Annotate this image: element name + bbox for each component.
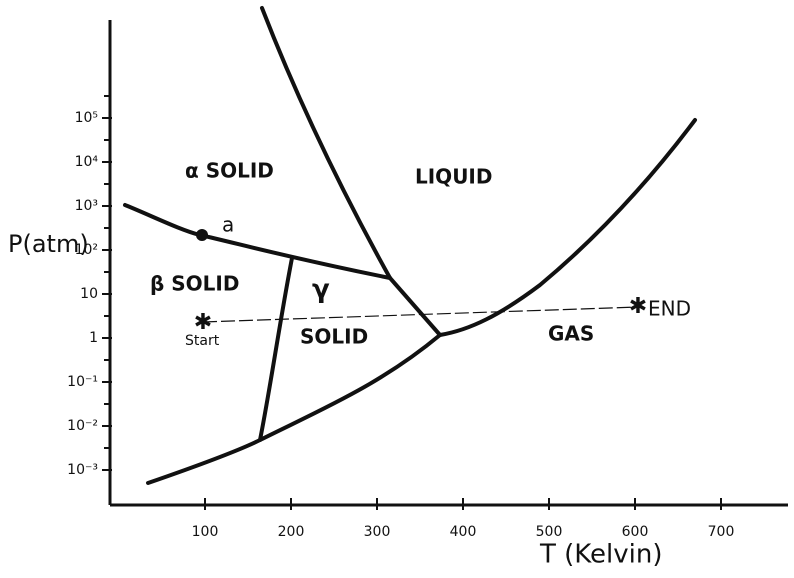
y-tick-label: 10³	[75, 198, 98, 214]
x-tick-label: 200	[278, 524, 305, 540]
x-axis-label: T (Kelvin)	[539, 540, 663, 570]
point-a	[196, 229, 208, 241]
start-label: Start	[185, 333, 220, 349]
y-ticks: 10⁵ 10⁴ 10³ 10² 10 1 10⁻¹ 10⁻² 10⁻³	[67, 95, 112, 478]
beta-gamma-boundary	[258, 256, 294, 442]
path-line	[202, 306, 639, 323]
y-tick-label: 10⁻¹	[67, 374, 98, 390]
y-tick-label: 10²	[75, 242, 98, 258]
y-axis-label: P(atm)	[8, 230, 89, 258]
region-label: SOLID	[300, 325, 368, 349]
x-tick-label: 500	[536, 524, 563, 540]
melting-curve	[260, 6, 442, 337]
x-tick-label: 700	[708, 524, 735, 540]
y-tick-label: 10⁻³	[67, 462, 98, 478]
alpha-beta-boundary	[123, 203, 392, 280]
region-label: γ	[312, 275, 330, 305]
y-tick-label: 10	[80, 286, 98, 302]
y-tick-label: 10⁻²	[67, 418, 98, 434]
end-star: ✱	[629, 294, 647, 319]
x-tick-label: 100	[192, 524, 219, 540]
start-star: ✱	[194, 310, 212, 335]
region-label: β SOLID	[150, 272, 239, 296]
x-tick-label: 300	[364, 524, 391, 540]
x-tick-label: 600	[622, 524, 649, 540]
region-label: LIQUID	[415, 165, 492, 189]
point-a-label: a	[222, 213, 234, 237]
x-ticks: 100 200 300 400 500 600 700	[192, 498, 735, 540]
vaporization-curve	[438, 118, 697, 337]
region-label: GAS	[548, 322, 594, 346]
sublimation-curve	[146, 333, 442, 485]
y-tick-label: 1	[89, 330, 98, 346]
y-tick-label: 10⁵	[75, 110, 98, 126]
end-label: END	[648, 297, 691, 321]
region-label: α SOLID	[185, 159, 274, 183]
x-tick-label: 400	[450, 524, 477, 540]
y-tick-label: 10⁴	[75, 154, 99, 170]
